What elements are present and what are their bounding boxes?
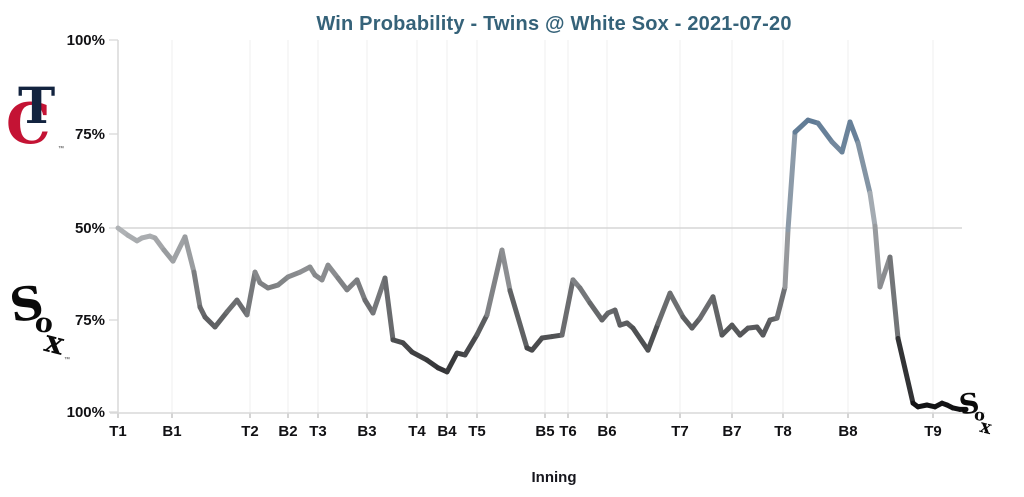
- wp-line-segment: [645, 321, 661, 353]
- wp-line-segment: [785, 129, 798, 233]
- wp-line-segment: [815, 120, 835, 145]
- whitesox-logo: S o x ™: [6, 275, 70, 369]
- y-tick-label: 50%: [75, 220, 105, 237]
- wp-line-segment: [760, 317, 773, 338]
- wp-line-segment: [774, 284, 788, 321]
- wp-line-segment: [782, 227, 791, 290]
- x-tick-label: B6: [597, 423, 616, 440]
- trademark-symbol: ™: [64, 357, 70, 363]
- wp-line-segment: [847, 119, 861, 146]
- x-axis-tick-labels: T1 B1 T2 B2 T3 B3 T4 B4 T5 B5 T6 B6 T7 B7 T8 B8 T9: [109, 423, 942, 440]
- chart-title: Win Probability - Twins @ White Sox - 20…: [316, 13, 792, 35]
- wp-line-segment: [559, 277, 576, 338]
- wp-line-segment: [152, 235, 167, 253]
- x-tick-label: T1: [109, 423, 127, 440]
- wp-line-segment: [839, 119, 853, 155]
- x-tick-label: T6: [559, 423, 577, 440]
- wp-line-segment: [182, 234, 197, 275]
- x-tick-label: B8: [838, 423, 857, 440]
- wp-line-segment: [507, 288, 530, 351]
- wp-line-segment: [872, 223, 883, 290]
- whitesox-winner-marker-logo: S o x: [957, 386, 995, 443]
- vertical-gridlines: [117, 40, 934, 413]
- x-tick-label: T2: [241, 423, 259, 440]
- y-tick-label: 100%: [67, 32, 105, 49]
- x-tick-label: B4: [437, 423, 457, 440]
- wp-line-segment: [655, 290, 673, 327]
- x-tick-label: B7: [722, 423, 741, 440]
- axes: [109, 39, 985, 418]
- y-tick-label: 75%: [75, 126, 105, 143]
- twins-logo-t-letter: T: [18, 76, 56, 135]
- wp-line-segment: [612, 307, 623, 328]
- wp-line-segment: [170, 234, 188, 264]
- wp-line-segment: [529, 335, 545, 353]
- x-tick-label: T5: [468, 423, 486, 440]
- wp-line-segment: [887, 254, 901, 341]
- wp-line-segment: [577, 285, 593, 306]
- wp-line-segment: [895, 335, 916, 406]
- wp-line-segment: [474, 312, 490, 338]
- wp-line-segment: [462, 332, 480, 358]
- x-tick-label: B2: [278, 423, 297, 440]
- wp-line-segment: [382, 275, 396, 343]
- wp-line-segment: [354, 277, 368, 303]
- wp-line-segment: [792, 117, 811, 135]
- win-probability-line: [115, 117, 969, 412]
- wp-line-segment: [855, 140, 873, 196]
- wp-line-segment: [697, 294, 716, 321]
- twins-logo: C T ™: [6, 76, 68, 162]
- wp-line-segment: [867, 190, 878, 229]
- wp-line-segment: [244, 269, 258, 318]
- wp-line-segment: [212, 309, 230, 330]
- trademark-symbol: ™: [58, 146, 64, 152]
- wp-line-segment: [667, 290, 686, 320]
- wp-line-segment: [587, 300, 605, 323]
- wp-line-segment: [370, 275, 388, 316]
- x-tick-label: T4: [408, 423, 426, 440]
- wp-line-segment: [499, 247, 513, 294]
- wp-line-segment: [444, 350, 460, 375]
- x-tick-label: B1: [162, 423, 181, 440]
- wp-line-segment: [710, 294, 725, 338]
- wp-line-segment: [484, 247, 505, 318]
- x-axis-title: Inning: [531, 469, 577, 486]
- wp-line-segment: [409, 349, 430, 363]
- x-tick-label: B3: [357, 423, 376, 440]
- x-tick-label: T7: [671, 423, 689, 440]
- wp-line-segment: [191, 269, 203, 310]
- y-tick-label: 100%: [67, 404, 105, 421]
- wp-line-segment: [630, 325, 651, 353]
- wp-line-segment: [325, 262, 341, 281]
- x-tick-label: T8: [774, 423, 792, 440]
- x-tick-label: B5: [535, 423, 554, 440]
- twins-logo-c-letter: C: [6, 91, 51, 157]
- y-axis-tick-labels: 100% 75% 50% 75% 100%: [67, 32, 105, 421]
- y-tick-label: 75%: [75, 312, 105, 329]
- x-tick-label: T9: [924, 423, 942, 440]
- x-tick-label: T3: [309, 423, 327, 440]
